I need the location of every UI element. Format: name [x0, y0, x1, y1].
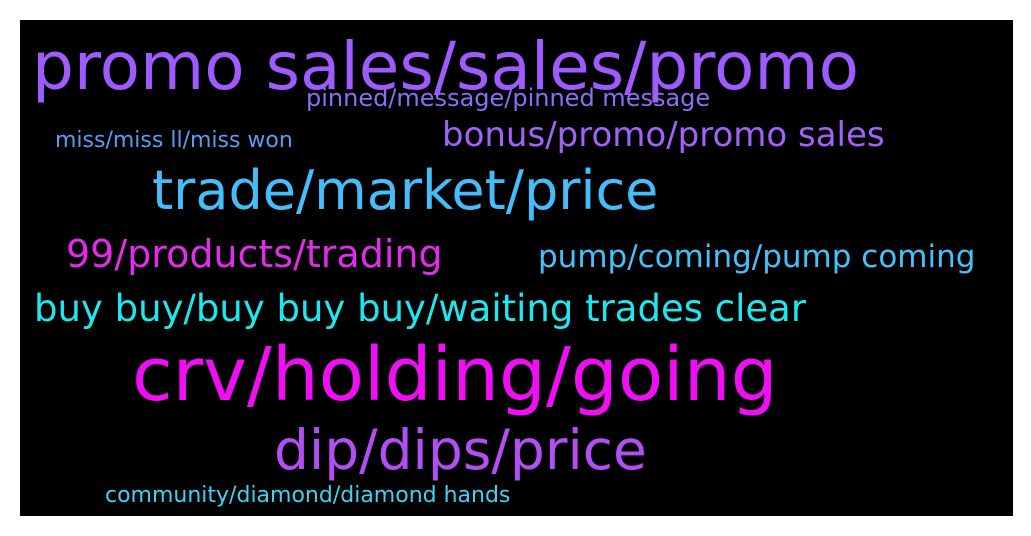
word-pinned-message: pinned/message/pinned message: [306, 84, 711, 112]
word-miss: miss/miss ll/miss won: [55, 128, 293, 153]
word-cloud: promo sales/sales/promo pinned/message/p…: [20, 20, 1013, 516]
word-crv-holding-going: crv/holding/going: [132, 332, 778, 418]
word-trade-market-price: trade/market/price: [152, 159, 659, 222]
word-bonus-promo: bonus/promo/promo sales: [442, 115, 885, 155]
word-99-products-trading: 99/products/trading: [66, 232, 443, 276]
word-pump-coming: pump/coming/pump coming: [538, 239, 976, 275]
word-community-diamond: community/diamond/diamond hands: [105, 483, 511, 508]
word-promo-sales: promo sales/sales/promo: [32, 28, 860, 105]
word-buy-buy: buy buy/buy buy buy/waiting trades clear: [34, 287, 807, 330]
word-dip-dips-price: dip/dips/price: [274, 418, 647, 482]
